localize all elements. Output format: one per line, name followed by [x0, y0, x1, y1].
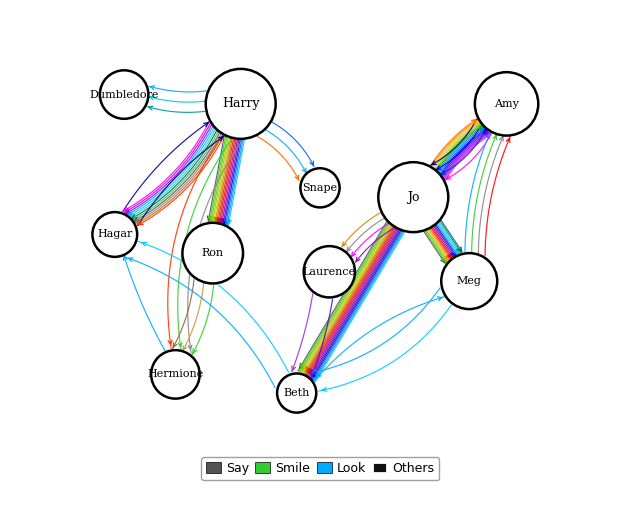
Circle shape [300, 168, 340, 207]
Text: Snape: Snape [303, 183, 337, 193]
Text: Meg: Meg [457, 276, 482, 286]
Text: Hagar: Hagar [97, 229, 132, 240]
Legend: Say, Smile, Look, Others: Say, Smile, Look, Others [201, 457, 439, 480]
Circle shape [151, 350, 200, 399]
Text: Harry: Harry [222, 98, 260, 110]
Text: Beth: Beth [284, 388, 310, 398]
Text: Amy: Amy [494, 99, 519, 109]
Text: Hermione: Hermione [147, 369, 204, 379]
Circle shape [475, 72, 538, 136]
Circle shape [441, 253, 497, 309]
Circle shape [100, 70, 148, 119]
Circle shape [182, 223, 243, 284]
Circle shape [92, 212, 137, 257]
Text: Dumbledore: Dumbledore [90, 90, 159, 100]
Text: Laurence: Laurence [303, 267, 356, 277]
Text: Jo: Jo [407, 191, 420, 204]
Text: Ron: Ron [202, 248, 224, 258]
Circle shape [277, 374, 316, 413]
Circle shape [378, 162, 448, 232]
Circle shape [303, 246, 355, 297]
Circle shape [205, 69, 276, 139]
